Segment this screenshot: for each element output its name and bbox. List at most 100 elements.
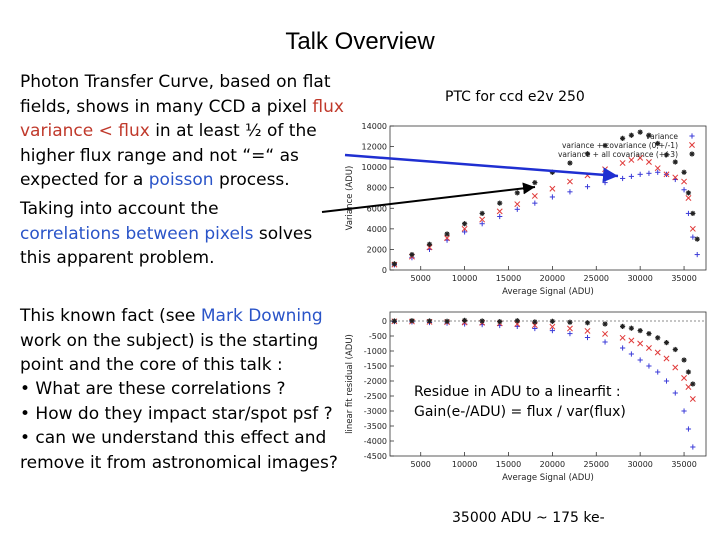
data-point <box>637 340 644 347</box>
data-point <box>409 251 415 258</box>
data-point <box>637 154 644 161</box>
data-point <box>646 331 652 337</box>
legend-marker <box>689 142 695 148</box>
y-tick-label: 4000 <box>367 225 387 234</box>
data-point <box>514 190 520 196</box>
residue-caption-line1: Residue in ADU to a linearfit : <box>414 384 621 400</box>
data-point <box>549 318 555 324</box>
data-point <box>663 378 670 384</box>
x-tick-label: 35000 <box>671 460 696 469</box>
intro-highlight-flux: flux variance < flux <box>20 96 344 142</box>
known-text-2: work on the subject) is the starting poi… <box>20 330 319 376</box>
data-point <box>694 236 700 242</box>
data-point <box>532 319 538 325</box>
legend-label: variance + all covariance (+/-3) <box>558 150 678 159</box>
y-axis-label: linear fit residual (ADU) <box>345 334 355 434</box>
data-point <box>681 357 687 363</box>
data-point <box>628 132 634 138</box>
data-point <box>566 325 573 332</box>
data-point <box>549 194 555 200</box>
data-point <box>637 171 643 177</box>
data-point <box>685 210 692 217</box>
intro-highlight-poisson: poisson <box>148 170 214 190</box>
x-tick-label: 15000 <box>496 460 521 469</box>
data-point <box>654 165 661 172</box>
data-point <box>663 152 670 158</box>
data-point <box>663 340 670 346</box>
known-highlight-author: Mark Downing <box>200 306 323 326</box>
corr-text-1: Taking into account the <box>20 199 219 219</box>
data-point <box>444 318 450 324</box>
data-point <box>672 174 679 181</box>
data-point <box>391 261 397 267</box>
data-point <box>645 159 652 165</box>
bullet-item: • What are these correlations ? <box>20 379 286 399</box>
y-tick-label: -3000 <box>364 407 387 416</box>
data-point <box>646 170 652 176</box>
bottom-note: 35000 ADU ~ 175 ke- <box>452 510 605 526</box>
y-tick-label: 8000 <box>367 184 387 193</box>
data-point <box>689 396 696 402</box>
data-point <box>681 178 688 185</box>
data-point <box>479 318 485 324</box>
data-point <box>646 363 652 369</box>
x-tick-label: 20000 <box>540 460 565 469</box>
data-point <box>409 318 415 324</box>
intro-text-1: Photon Transfer Curve, based on flat fie… <box>20 72 331 117</box>
x-tick-label: 10000 <box>452 460 477 469</box>
data-point <box>584 151 591 157</box>
data-point <box>426 241 433 247</box>
data-point <box>602 339 608 345</box>
data-point <box>567 331 573 337</box>
data-point <box>567 160 573 166</box>
legend-marker <box>689 133 695 139</box>
data-point <box>628 351 634 357</box>
data-point <box>462 229 468 235</box>
x-tick-label: 10000 <box>452 274 477 283</box>
data-point <box>584 320 591 326</box>
corr-highlight: correlations between pixels <box>20 223 254 244</box>
data-point <box>637 129 643 135</box>
data-point <box>685 426 692 432</box>
bullet-list: • What are these correlations ? • How do… <box>20 377 360 475</box>
y-tick-label: 10000 <box>362 163 387 172</box>
data-point <box>685 195 692 201</box>
data-point <box>514 201 521 208</box>
data-point <box>549 185 556 192</box>
data-point <box>619 160 626 166</box>
data-point <box>479 221 485 227</box>
x-axis-label: Average Signal (ADU) <box>502 473 594 483</box>
data-point <box>444 231 450 237</box>
data-point <box>567 319 573 325</box>
corr-text-2: solves this apparent problem. <box>20 223 313 269</box>
intro-text-3: process. <box>213 170 290 190</box>
data-point <box>497 200 503 206</box>
data-point <box>655 169 661 175</box>
data-point <box>567 189 573 195</box>
data-point <box>602 321 608 327</box>
data-point <box>672 346 678 353</box>
x-tick-label: 35000 <box>671 274 696 283</box>
data-point <box>672 159 678 165</box>
bullet-item: • How do they impact star/spot psf ? <box>20 403 333 424</box>
x-tick-label: 25000 <box>584 460 609 469</box>
data-point <box>549 328 555 334</box>
data-point <box>602 142 608 149</box>
data-point <box>681 408 687 414</box>
data-point <box>497 319 503 325</box>
data-point <box>566 178 573 185</box>
y-tick-label: -2000 <box>364 377 387 386</box>
data-point <box>685 190 692 196</box>
data-point <box>689 225 696 232</box>
data-point <box>619 334 626 341</box>
intro-paragraph: Photon Transfer Curve, based on flat fie… <box>20 70 360 193</box>
legend-marker <box>689 151 695 157</box>
data-point <box>663 171 670 178</box>
x-tick-label: 30000 <box>627 274 652 283</box>
data-point <box>620 323 626 329</box>
data-point <box>645 345 652 351</box>
data-point <box>690 210 696 217</box>
legend-label: variance + covariance (0,+/-1) <box>562 141 678 150</box>
data-point <box>646 132 652 138</box>
y-tick-label: 0 <box>382 266 387 275</box>
